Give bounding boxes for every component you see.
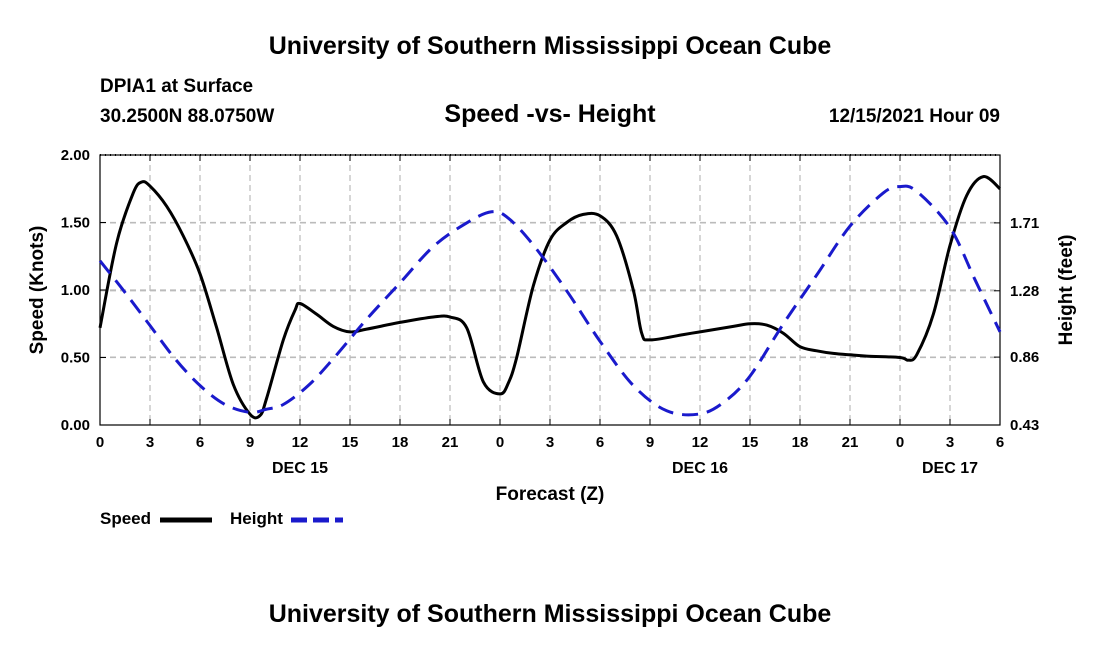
x-tick-label: 6: [996, 434, 1004, 451]
x-tick-label: 12: [692, 434, 709, 451]
y-tick-label: 1.50: [61, 215, 90, 232]
series-line-speed: [98, 175, 1002, 420]
x-tick-label: 12: [292, 434, 309, 451]
footer-title: University of Southern Mississippi Ocean…: [268, 600, 832, 628]
x-tick-label: 6: [196, 434, 204, 451]
station-name: DPIA1 at Surface: [100, 76, 254, 97]
x-tick-label: 0: [896, 434, 904, 451]
chart-subtitle: Speed -vs- Height: [444, 100, 656, 128]
x-tick-label: 3: [146, 434, 154, 451]
x-tick-label: 18: [392, 434, 409, 451]
page-title: University of Southern Mississippi Ocean…: [268, 32, 832, 60]
station-coordinates: 30.2500N 88.0750W: [100, 106, 275, 127]
x-tick-label: 15: [342, 434, 359, 451]
y-tick-label: 1.00: [61, 282, 90, 299]
x-day-label: DEC 16: [672, 460, 728, 477]
x-tick-label: 18: [792, 434, 809, 451]
y2-tick-label: 1.28: [1010, 283, 1039, 300]
x-tick-label: 21: [442, 434, 459, 451]
x-tick-label: 0: [96, 434, 104, 451]
legend-height-label: Height: [230, 509, 283, 528]
series-line-height: [98, 184, 1002, 417]
y-axis-title: Speed (Knots): [27, 226, 48, 355]
legend-speed-label: Speed: [100, 509, 152, 528]
x-tick-label: 9: [246, 434, 254, 451]
x-tick-label: 0: [496, 434, 504, 451]
x-tick-label: 15: [742, 434, 759, 451]
y2-tick-label: 0.43: [1010, 417, 1039, 434]
forecast-datetime: 12/15/2021 Hour 09: [828, 106, 1000, 127]
y-tick-label: 2.00: [61, 147, 90, 164]
x-tick-label: 3: [546, 434, 554, 451]
y2-axis-title: Height (feet): [1056, 235, 1077, 346]
x-day-label: DEC 17: [922, 460, 978, 477]
y-tick-label: 0.00: [61, 417, 90, 434]
x-axis-title: Forecast (Z): [496, 484, 605, 505]
x-day-label: DEC 15: [272, 460, 328, 477]
y-tick-label: 0.50: [61, 350, 90, 367]
x-tick-label: 21: [842, 434, 859, 451]
x-tick-label: 9: [646, 434, 654, 451]
x-tick-label: 3: [946, 434, 954, 451]
y2-tick-label: 1.71: [1010, 215, 1039, 232]
x-tick-label: 6: [596, 434, 604, 451]
y2-tick-label: 0.86: [1010, 349, 1039, 366]
